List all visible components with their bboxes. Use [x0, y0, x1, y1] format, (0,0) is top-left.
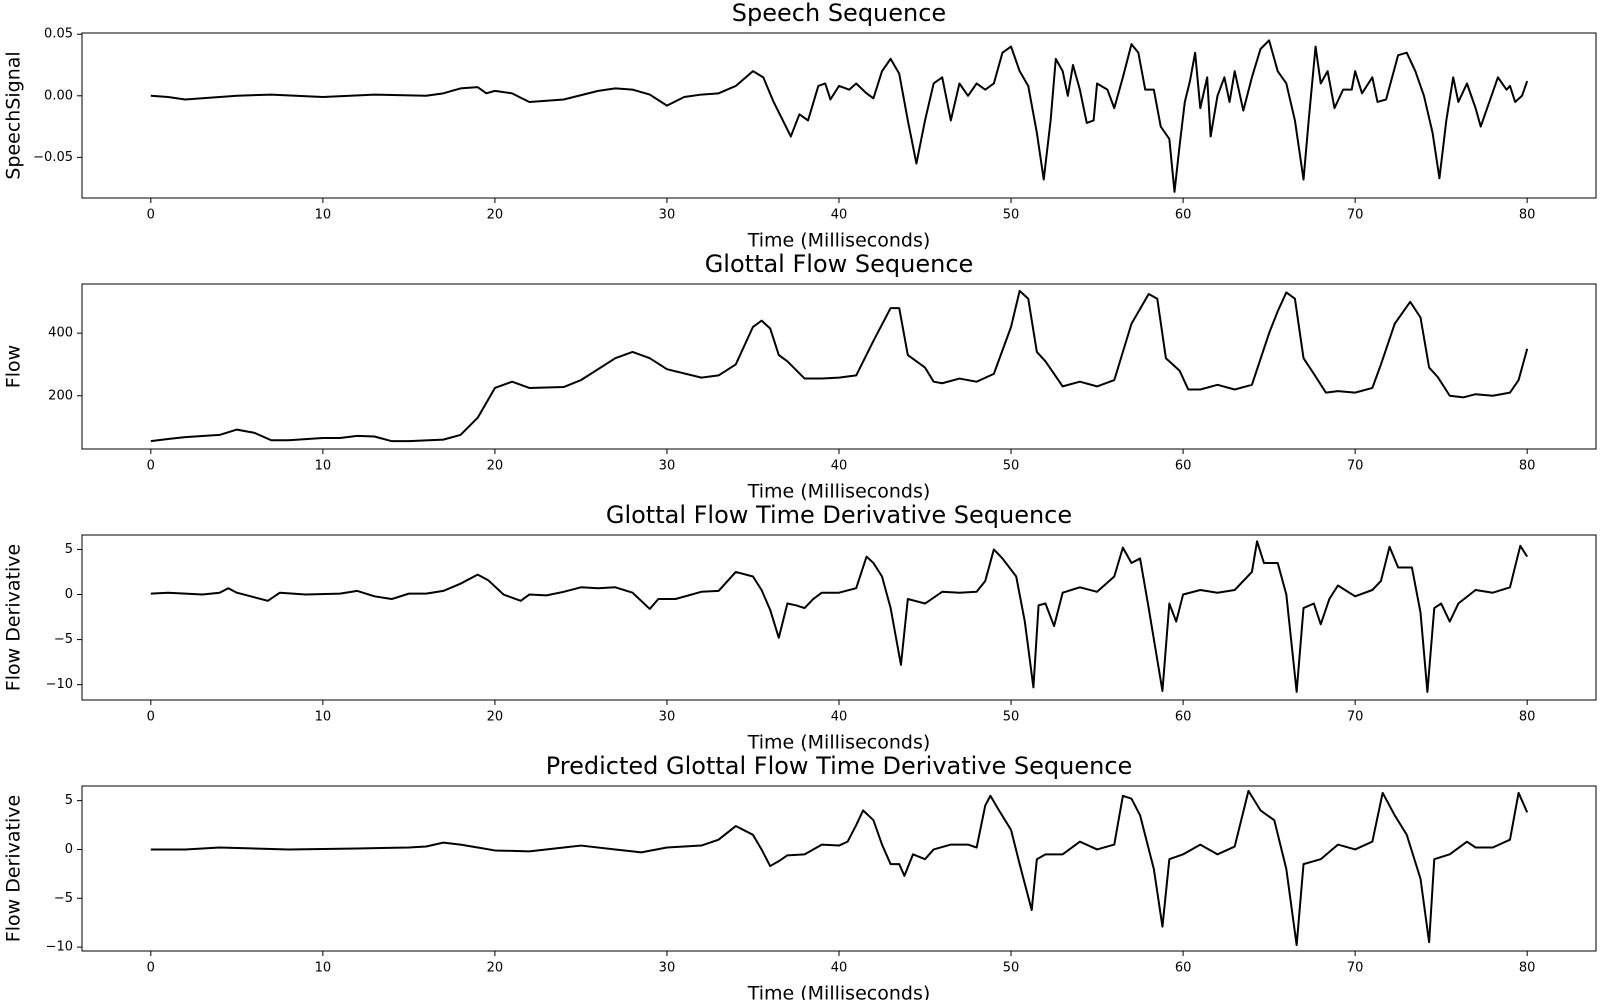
- x-tick-label: 60: [1175, 961, 1192, 976]
- signal-line: [150, 289, 1529, 443]
- x-tick-label: 70: [1347, 961, 1364, 976]
- subplot-title: Predicted Glottal Flow Time Derivative S…: [546, 752, 1133, 780]
- subplot-title: Speech Sequence: [732, 0, 946, 27]
- signal-line: [150, 789, 1529, 947]
- x-tick-label: 10: [315, 208, 332, 223]
- subplot: Predicted Glottal Flow Time Derivative S…: [3, 752, 1597, 1004]
- y-tick-label: 200: [48, 388, 73, 403]
- x-axis-label: Time (Milliseconds): [747, 481, 931, 503]
- y-axis-label: SpeechSignal: [3, 51, 25, 179]
- y-axis-label: Flow Derivative: [3, 795, 25, 942]
- subplot: Glottal Flow Time Derivative Sequence Tim…: [3, 501, 1597, 754]
- y-tick-label: 0: [65, 842, 73, 857]
- x-tick-label: 30: [659, 710, 676, 725]
- x-axis-label: Time (Milliseconds): [747, 230, 931, 252]
- x-tick-label: 20: [487, 208, 504, 223]
- subplot-title: Glottal Flow Time Derivative Sequence: [606, 501, 1072, 529]
- x-tick-label: 10: [315, 961, 332, 976]
- x-tick-label: 30: [659, 459, 676, 474]
- axes-frame: [81, 283, 1597, 450]
- x-tick-label: 10: [315, 459, 332, 474]
- x-tick-label: 0: [147, 961, 155, 976]
- x-tick-label: 50: [1003, 459, 1020, 474]
- signal-line: [150, 540, 1529, 693]
- x-tick-label: 50: [1003, 208, 1020, 223]
- x-tick-label: 80: [1519, 961, 1536, 976]
- y-axis-label: Flow: [3, 345, 25, 388]
- x-tick-label: 0: [147, 710, 155, 725]
- y-tick-label: −10: [46, 677, 73, 692]
- x-tick-label: 60: [1175, 710, 1192, 725]
- axes-frame: [81, 785, 1597, 952]
- x-tick-label: 80: [1519, 459, 1536, 474]
- x-tick-label: 60: [1175, 208, 1192, 223]
- y-tick-label: −10: [46, 940, 73, 955]
- axes-frame: [81, 534, 1597, 701]
- x-tick-label: 40: [831, 710, 848, 725]
- y-tick-label: −5: [54, 891, 73, 906]
- y-tick-label: 5: [65, 542, 73, 557]
- y-tick-label: 5: [65, 793, 73, 808]
- y-tick-label: 0.00: [44, 88, 73, 103]
- x-tick-label: 50: [1003, 710, 1020, 725]
- signal-line: [150, 39, 1529, 193]
- y-tick-label: −5: [54, 632, 73, 647]
- x-tick-label: 0: [147, 459, 155, 474]
- axes-frame: [81, 32, 1597, 199]
- y-tick-label: 0: [65, 587, 73, 602]
- x-tick-label: 40: [831, 459, 848, 474]
- x-tick-label: 80: [1519, 710, 1536, 725]
- subplot: Glottal Flow Sequence Time (Milliseconds)…: [3, 250, 1597, 503]
- x-tick-label: 10: [315, 710, 332, 725]
- x-tick-label: 20: [487, 961, 504, 976]
- x-tick-label: 70: [1347, 208, 1364, 223]
- x-tick-label: 40: [831, 208, 848, 223]
- x-tick-label: 20: [487, 459, 504, 474]
- y-tick-label: 0.05: [44, 27, 73, 42]
- x-tick-label: 60: [1175, 459, 1192, 474]
- subplot-title: Glottal Flow Sequence: [705, 250, 974, 278]
- y-axis-label: Flow Derivative: [3, 544, 25, 691]
- subplot: Speech Sequence Time (Milliseconds) Speech…: [3, 0, 1597, 252]
- x-tick-label: 80: [1519, 208, 1536, 223]
- y-tick-label: −0.05: [33, 150, 73, 165]
- x-tick-label: 30: [659, 208, 676, 223]
- x-tick-label: 70: [1347, 710, 1364, 725]
- x-tick-label: 40: [831, 961, 848, 976]
- y-tick-label: 400: [48, 326, 73, 341]
- x-tick-label: 30: [659, 961, 676, 976]
- x-axis-label: Time (Milliseconds): [747, 732, 931, 754]
- x-tick-label: 50: [1003, 961, 1020, 976]
- x-tick-label: 0: [147, 208, 155, 223]
- x-tick-label: 20: [487, 710, 504, 725]
- x-tick-label: 70: [1347, 459, 1364, 474]
- x-axis-label: Time (Milliseconds): [747, 983, 931, 1001]
